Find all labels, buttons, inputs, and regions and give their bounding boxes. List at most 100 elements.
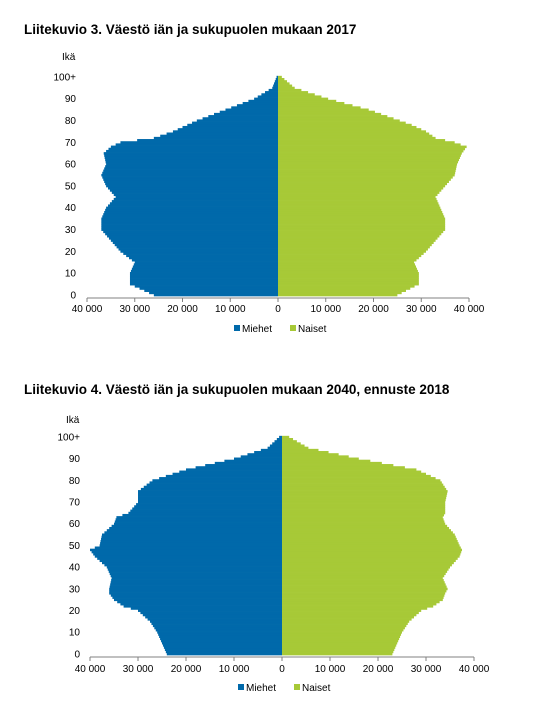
bar-men-age-62 <box>105 158 279 162</box>
bar-men-age-13 <box>132 265 278 269</box>
bar-men-age-63 <box>116 516 283 519</box>
bar-men-age-72 <box>138 496 282 500</box>
bar-women-age-99 <box>282 438 294 441</box>
bar-women-age-36 <box>282 574 445 578</box>
bar-men-age-35 <box>111 576 282 580</box>
bar-men-age-53 <box>103 178 279 181</box>
bar-women-age-49 <box>278 187 444 190</box>
bar-men-age-28 <box>109 592 282 595</box>
bar-men-age-31 <box>109 585 283 589</box>
bar-women-age-59 <box>282 524 448 528</box>
bar-women-age-81 <box>278 117 394 120</box>
bar-men-age-62 <box>115 518 282 521</box>
bar-women-age-0 <box>282 652 393 656</box>
bar-men-age-4 <box>162 644 282 647</box>
bar-men-age-2 <box>164 648 282 652</box>
bar-women-age-75 <box>282 490 448 493</box>
y-tick-label: 10 <box>65 269 77 280</box>
bar-women-age-57 <box>282 529 451 532</box>
bar-men-age-12 <box>131 267 278 271</box>
bar-men-age-91 <box>257 95 278 98</box>
y-tick-label: 90 <box>69 454 81 465</box>
bar-men-age-64 <box>104 154 278 157</box>
bar-women-age-40 <box>278 206 441 210</box>
y-tick-label: 50 <box>65 181 77 192</box>
bar-men-age-71 <box>138 498 282 502</box>
bar-women-age-23 <box>282 602 437 606</box>
bar-women-age-9 <box>282 633 402 636</box>
bar-men-age-37 <box>103 213 279 216</box>
y-tick-label: 60 <box>69 519 81 530</box>
y-tick-label: 70 <box>69 498 81 509</box>
bar-men-age-92 <box>247 453 282 456</box>
chart-title-2017: Liitekuvio 3. Väestö iän ja sukupuolen m… <box>24 22 357 37</box>
bar-men-age-46 <box>113 193 279 197</box>
bar-women-age-61 <box>278 160 459 164</box>
bar-women-age-32 <box>278 224 446 227</box>
bar-men-age-12 <box>154 626 282 630</box>
legend: Miehet Naiset <box>238 683 331 694</box>
bar-men-age-82 <box>165 474 282 478</box>
bar-men-age-88 <box>242 101 278 105</box>
bar-women-age-84 <box>282 470 422 474</box>
bar-women-age-99 <box>278 78 285 81</box>
bar-women-age-38 <box>282 570 448 573</box>
bar-women-age-68 <box>278 145 467 149</box>
bar-men-age-86 <box>195 466 282 469</box>
bar-women-age-56 <box>278 171 456 175</box>
bar-men-age-98 <box>274 440 282 443</box>
y-tick-label: 20 <box>69 606 81 617</box>
x-tick-label: 0 <box>275 304 281 315</box>
bar-women-age-78 <box>278 123 412 127</box>
bar-men-age-86 <box>231 106 278 109</box>
bar-women-age-13 <box>278 265 416 269</box>
bar-men-age-67 <box>132 507 282 510</box>
x-tick-label: 20 000 <box>171 664 202 675</box>
y-tick-label: 30 <box>65 225 77 236</box>
bar-women-age-24 <box>282 600 440 604</box>
bar-men-age-96 <box>273 84 278 88</box>
bar-women-age-96 <box>278 84 293 88</box>
bar-men-age-79 <box>192 121 278 125</box>
bar-men-age-84 <box>179 470 282 474</box>
population-pyramid-2040: Ikä 0 10 20 30 40 50 60 70 80 90 100+ 40 000 30 000 20… <box>57 415 489 694</box>
bar-women-age-13 <box>282 624 407 628</box>
y-axis-label: Ikä <box>66 415 80 426</box>
y-tick-label: 100+ <box>53 72 76 83</box>
bar-men-age-20 <box>120 250 279 253</box>
bar-men-age-8 <box>159 635 282 638</box>
bar-men-age-42 <box>102 561 282 565</box>
bar-women-age-30 <box>278 228 446 231</box>
bar-men-age-81 <box>202 117 278 120</box>
bar-men-age-57 <box>106 529 282 532</box>
bar-men-age-93 <box>265 91 278 94</box>
bar-men-age-52 <box>104 180 278 183</box>
bar-women-age-27 <box>278 234 440 238</box>
bar-men-age-91 <box>240 455 282 458</box>
bar-women-age-66 <box>278 149 464 153</box>
bar-men-age-41 <box>104 563 283 567</box>
bar-men-age-95 <box>272 86 278 90</box>
bar-men-age-76 <box>140 487 282 491</box>
bar-women-age-21 <box>278 248 428 251</box>
bar-women-age-34 <box>282 579 444 582</box>
bar-women-age-76 <box>282 487 447 491</box>
bar-women-age-54 <box>282 535 456 539</box>
bar-men-age-14 <box>151 622 282 625</box>
bar-women-age-69 <box>282 503 446 506</box>
bar-women-age-73 <box>278 134 433 138</box>
y-tick-label: 100+ <box>57 432 80 443</box>
bar-women-age-4 <box>282 644 397 647</box>
bar-men-age-13 <box>152 624 282 628</box>
y-tick-label: 0 <box>74 649 80 660</box>
bar-men-age-24 <box>117 600 282 604</box>
bar-men-age-25 <box>114 598 282 602</box>
bar-women-age-98 <box>282 440 297 443</box>
bar-men-age-32 <box>101 224 278 227</box>
bar-women-age-27 <box>282 594 445 597</box>
series-women <box>278 75 467 297</box>
bar-men-age-89 <box>224 459 282 463</box>
bar-women-age-79 <box>278 121 406 125</box>
bar-women-age-28 <box>278 232 442 236</box>
bar-men-age-57 <box>103 169 279 173</box>
